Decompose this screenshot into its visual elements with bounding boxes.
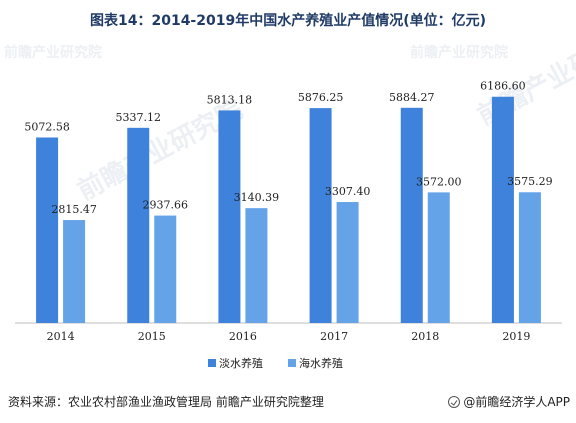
data-label: 3572.00 [416, 175, 462, 188]
x-tick-label: 2017 [320, 330, 348, 343]
x-tick-label: 2016 [229, 330, 257, 343]
bar-series2-2018 [427, 192, 450, 323]
data-label: 5884.27 [389, 91, 435, 104]
data-label: 2937.66 [143, 199, 189, 212]
credit: @前瞻经济学人APP [448, 393, 570, 410]
legend-label: 海水养殖 [299, 356, 343, 370]
x-tick-label: 2019 [502, 330, 530, 343]
data-label: 3140.39 [234, 191, 280, 204]
credit-label: @前瞻经济学人APP [463, 395, 570, 409]
check-circle-icon [448, 395, 461, 408]
data-label: 5813.18 [207, 93, 253, 106]
data-label: 5876.25 [298, 91, 344, 104]
legend-swatch-series2 [288, 359, 296, 367]
chart-title: 图表14：2014-2019年中国水产养殖业产值情况(单位：亿元) [89, 13, 487, 29]
x-tick-label: 2015 [138, 330, 166, 343]
data-label: 3307.40 [325, 185, 371, 198]
x-tick-label: 2018 [411, 330, 439, 343]
bar-series1-2018 [400, 107, 423, 324]
bar-series2-2017 [336, 202, 359, 323]
data-label: 5072.58 [24, 120, 70, 133]
bar-series1-2017 [309, 108, 332, 324]
legend-label: 淡水养殖 [219, 356, 263, 370]
bar-series1-2015 [127, 127, 150, 323]
bar-series1-2019 [491, 96, 514, 324]
source-note: 资料来源：农业农村部渔业渔政管理局 前瞻产业研究院整理 [8, 395, 324, 409]
data-label: 3575.29 [507, 175, 553, 188]
bar-series1-2016 [218, 110, 241, 323]
bar-series2-2014 [63, 220, 86, 323]
legend-swatch-series1 [208, 359, 216, 367]
bar-series2-2016 [245, 208, 268, 323]
bar-chart: 5072.58 2815.47 2014 5337.12 2937.66 2015 5813… [15, 80, 562, 370]
bar-series1-2014 [36, 137, 59, 323]
data-label: 6186.60 [480, 80, 526, 93]
bar-series2-2019 [518, 192, 541, 323]
data-label: 2815.47 [51, 203, 97, 216]
x-tick-label: 2014 [47, 330, 75, 343]
bar-series2-2015 [154, 215, 177, 323]
data-label: 5337.12 [116, 111, 162, 124]
